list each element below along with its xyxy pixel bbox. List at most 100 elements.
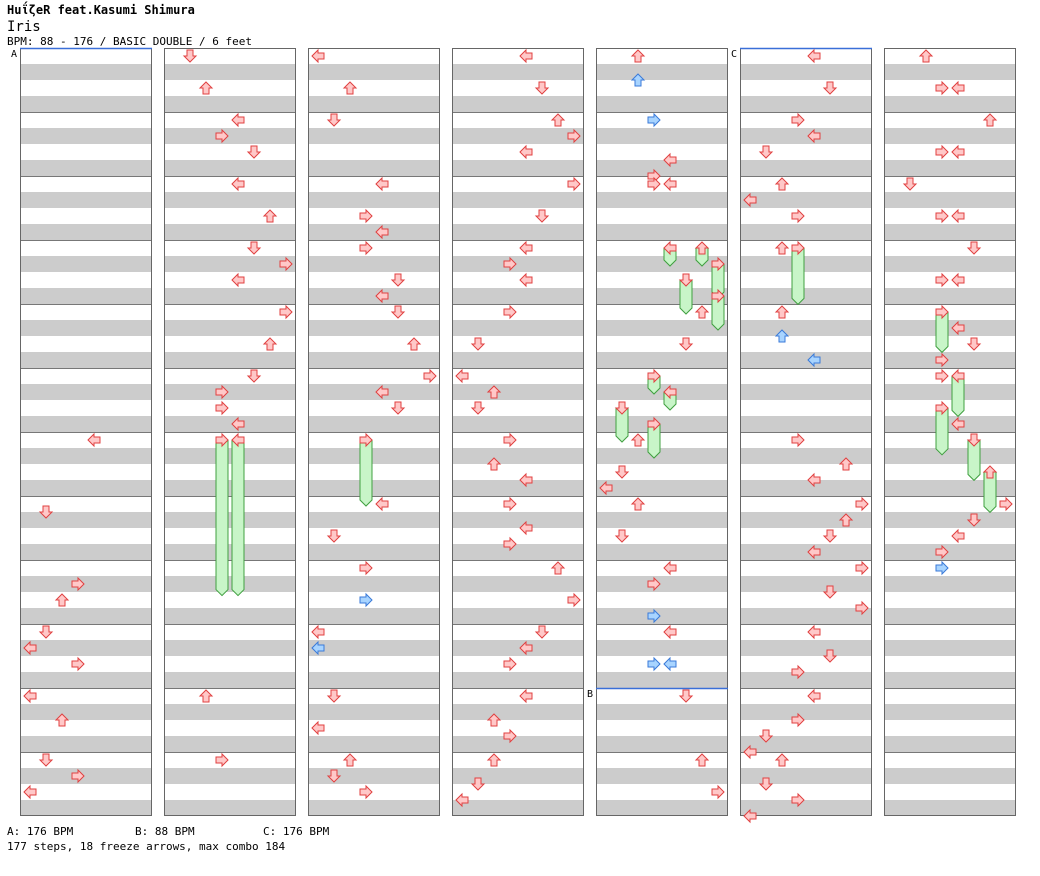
step-arrow: [647, 176, 661, 192]
step-arrow: [614, 465, 630, 479]
step-arrow: [774, 753, 790, 767]
step-arrow: [822, 649, 838, 663]
step-arrow: [519, 144, 533, 160]
step-arrow: [663, 560, 677, 576]
step-arrow: [311, 624, 325, 640]
step-arrow: [326, 769, 342, 783]
freeze-arrow: [647, 416, 661, 459]
step-arrow: [503, 304, 517, 320]
step-arrow: [791, 712, 805, 728]
step-arrow: [231, 272, 245, 288]
step-arrow: [311, 720, 325, 736]
step-arrow: [215, 752, 229, 768]
step-arrow: [807, 48, 821, 64]
step-arrow: [23, 688, 37, 704]
step-arrow: [246, 369, 262, 383]
step-arrow: [38, 625, 54, 639]
step-arrow: [470, 777, 486, 791]
shock-arrow: [359, 592, 373, 608]
step-arrow: [791, 792, 805, 808]
step-arrow: [791, 664, 805, 680]
step-arrow: [23, 640, 37, 656]
step-arrow: [951, 272, 965, 288]
step-arrow: [71, 656, 85, 672]
step-arrow: [38, 505, 54, 519]
step-arrow: [807, 128, 821, 144]
step-arrow: [390, 401, 406, 415]
step-arrow: [951, 208, 965, 224]
step-arrow: [966, 513, 982, 527]
segment-marker: A: [11, 47, 152, 60]
step-arrow: [647, 576, 661, 592]
step-arrow: [231, 176, 245, 192]
freeze-arrow: [663, 240, 677, 267]
chart-column: [164, 48, 296, 816]
step-arrow: [935, 544, 949, 560]
segment-label: C: [731, 49, 737, 60]
step-arrow: [486, 713, 502, 727]
shock-arrow: [647, 112, 661, 128]
step-arrow: [198, 81, 214, 95]
step-arrow: [519, 520, 533, 536]
step-arrow: [215, 128, 229, 144]
shock-arrow: [807, 352, 821, 368]
chart-stats: 177 steps, 18 freeze arrows, max combo 1…: [7, 840, 286, 853]
step-arrow: [455, 368, 469, 384]
shock-arrow: [663, 656, 677, 672]
step-arrow: [935, 80, 949, 96]
step-arrow: [503, 256, 517, 272]
step-arrow: [550, 113, 566, 127]
step-arrow: [567, 128, 581, 144]
step-arrow: [614, 529, 630, 543]
step-arrow: [838, 457, 854, 471]
step-arrow: [630, 49, 646, 63]
step-arrow: [822, 585, 838, 599]
step-arrow: [231, 112, 245, 128]
step-arrow: [423, 368, 437, 384]
step-arrow: [359, 560, 373, 576]
freeze-arrow: [982, 465, 998, 514]
freeze-arrow: [215, 432, 229, 597]
step-arrow: [902, 177, 918, 191]
chart-info: BPM: 88 - 176 / BASIC DOUBLE / 6 feet: [7, 35, 253, 48]
step-arrow: [390, 305, 406, 319]
step-arrow: [279, 256, 293, 272]
step-arrow: [262, 209, 278, 223]
step-arrow: [326, 113, 342, 127]
step-arrow: [87, 432, 101, 448]
bpm-segment-a: A: 176 BPM: [7, 825, 74, 838]
chart-column: [20, 48, 152, 816]
step-arrow: [743, 192, 757, 208]
step-arrow: [711, 784, 725, 800]
freeze-arrow: [966, 433, 982, 482]
shock-arrow: [630, 73, 646, 87]
step-arrow: [71, 768, 85, 784]
step-arrow: [375, 496, 389, 512]
step-arrow: [935, 352, 949, 368]
step-arrow: [999, 496, 1013, 512]
step-arrow: [503, 432, 517, 448]
step-arrow: [567, 592, 581, 608]
freeze-arrow: [614, 401, 630, 443]
freeze-arrow: [231, 432, 245, 597]
step-arrow: [550, 561, 566, 575]
note-layer: [23, 48, 1013, 824]
step-arrow: [743, 744, 757, 760]
bpm-segment-b: B: 88 BPM: [135, 825, 195, 838]
step-arrow: [470, 337, 486, 351]
shock-arrow: [935, 560, 949, 576]
step-arrow: [694, 305, 710, 319]
step-arrow: [663, 176, 677, 192]
step-arrow: [534, 625, 550, 639]
step-arrow: [326, 529, 342, 543]
step-arrow: [982, 113, 998, 127]
step-arrow: [807, 624, 821, 640]
step-arrow: [262, 337, 278, 351]
step-arrow: [246, 241, 262, 255]
shock-arrow: [647, 608, 661, 624]
step-arrow: [951, 528, 965, 544]
step-arrow: [486, 385, 502, 399]
step-arrow: [855, 600, 869, 616]
step-arrow: [519, 640, 533, 656]
